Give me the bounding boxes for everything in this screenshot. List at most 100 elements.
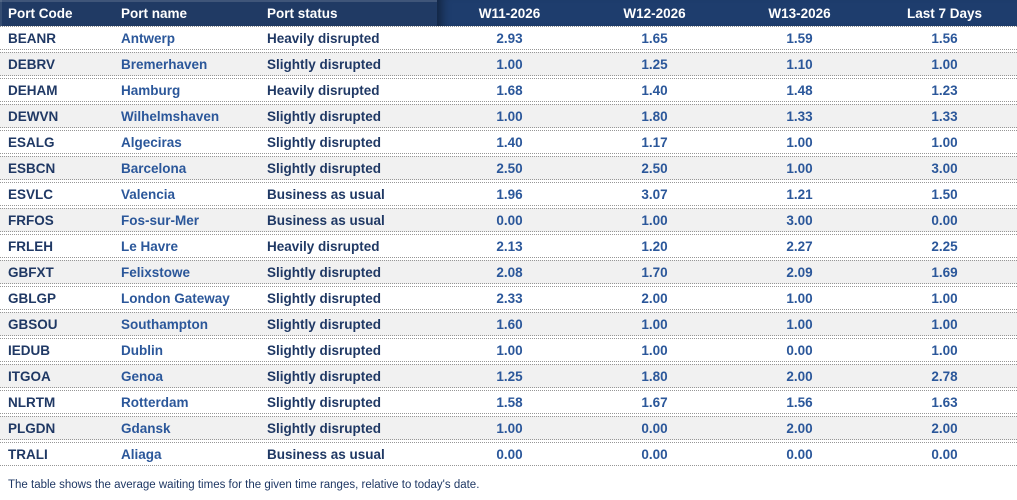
port-code-cell: GBLGP bbox=[8, 290, 57, 306]
col-header-port-status: Port status bbox=[267, 5, 338, 21]
port-code-cell: BEANR bbox=[8, 30, 57, 46]
table-row: FRLEH Le Havre Heavily disrupted 2.13 1.… bbox=[0, 234, 1017, 258]
value-w13-cell: 2.00 bbox=[786, 420, 813, 436]
value-w12-cell: 0.00 bbox=[641, 420, 668, 436]
port-name-cell: Hamburg bbox=[121, 82, 181, 98]
col-header-w11-2026: W11-2026 bbox=[478, 5, 541, 21]
value-w11-cell: 1.68 bbox=[496, 82, 523, 98]
port-status-cell: Slightly disrupted bbox=[267, 394, 382, 410]
value-w13-cell: 2.09 bbox=[786, 264, 813, 280]
table-row: ESBCN Barcelona Slightly disrupted 2.50 … bbox=[0, 156, 1017, 180]
value-w13-cell: 0.00 bbox=[786, 342, 813, 358]
value-last7-cell: 3.00 bbox=[931, 160, 958, 176]
value-last7-cell: 1.00 bbox=[931, 134, 958, 150]
value-w11-cell: 1.00 bbox=[496, 342, 523, 358]
port-name-cell: Valencia bbox=[121, 186, 176, 202]
col-header-w13-2026: W13-2026 bbox=[768, 5, 831, 21]
port-code-cell: ESVLC bbox=[8, 186, 54, 202]
value-w13-cell: 1.56 bbox=[786, 394, 813, 410]
table-row: DEHAM Hamburg Heavily disrupted 1.68 1.4… bbox=[0, 78, 1017, 102]
port-status-cell: Slightly disrupted bbox=[267, 342, 382, 358]
value-last7-cell: 1.56 bbox=[931, 30, 958, 46]
table-row: ESALG Algeciras Slightly disrupted 1.40 … bbox=[0, 130, 1017, 154]
value-w11-cell: 0.00 bbox=[496, 212, 523, 228]
value-w11-cell: 1.40 bbox=[496, 134, 523, 150]
port-status-cell: Slightly disrupted bbox=[267, 108, 382, 124]
value-w13-cell: 1.00 bbox=[786, 160, 813, 176]
port-name-cell: Fos-sur-Mer bbox=[121, 212, 200, 228]
port-status-cell: Slightly disrupted bbox=[267, 264, 382, 280]
table-row: ESVLC Valencia Business as usual 1.96 3.… bbox=[0, 182, 1017, 206]
value-w11-cell: 1.00 bbox=[496, 56, 523, 72]
value-last7-cell: 0.00 bbox=[931, 212, 958, 228]
value-last7-cell: 2.25 bbox=[931, 238, 958, 254]
value-w13-cell: 1.48 bbox=[786, 82, 813, 98]
port-status-cell: Heavily disrupted bbox=[267, 82, 380, 98]
col-header-last-7-days: Last 7 Days bbox=[906, 5, 983, 21]
value-w11-cell: 1.58 bbox=[496, 394, 523, 410]
value-w12-cell: 1.70 bbox=[641, 264, 668, 280]
value-w11-cell: 1.60 bbox=[496, 316, 523, 332]
value-w12-cell: 1.20 bbox=[641, 238, 668, 254]
port-code-cell: NLRTM bbox=[8, 394, 56, 410]
port-status-cell: Business as usual bbox=[267, 212, 385, 228]
port-name-cell: Felixstowe bbox=[121, 264, 191, 280]
value-w12-cell: 1.25 bbox=[641, 56, 668, 72]
table-row: NLRTM Rotterdam Slightly disrupted 1.58 … bbox=[0, 390, 1017, 414]
table-row: GBLGP London Gateway Slightly disrupted … bbox=[0, 286, 1017, 310]
port-code-cell: ESALG bbox=[8, 134, 55, 150]
port-code-cell: DEHAM bbox=[8, 82, 58, 98]
value-last7-cell: 1.63 bbox=[931, 394, 958, 410]
table-row: TRALI Aliaga Business as usual 0.00 0.00… bbox=[0, 442, 1017, 466]
value-last7-cell: 1.50 bbox=[931, 186, 958, 202]
port-name-cell: Wilhelmshaven bbox=[121, 108, 220, 124]
port-name-cell: Genoa bbox=[121, 368, 164, 384]
value-last7-cell: 1.33 bbox=[931, 108, 958, 124]
col-header-w12-2026: W12-2026 bbox=[623, 5, 686, 21]
value-last7-cell: 1.00 bbox=[931, 316, 958, 332]
col-header-port-name: Port name bbox=[121, 5, 188, 21]
value-w13-cell: 1.21 bbox=[786, 186, 813, 202]
value-w13-cell: 1.10 bbox=[786, 56, 813, 72]
port-name-cell: Barcelona bbox=[121, 160, 187, 176]
value-w13-cell: 1.33 bbox=[786, 108, 813, 124]
value-w11-cell: 1.00 bbox=[496, 108, 523, 124]
value-w12-cell: 1.17 bbox=[641, 134, 668, 150]
value-w12-cell: 1.00 bbox=[641, 212, 668, 228]
value-w12-cell: 1.65 bbox=[641, 30, 668, 46]
port-status-cell: Slightly disrupted bbox=[267, 290, 382, 306]
port-status-cell: Slightly disrupted bbox=[267, 420, 382, 436]
value-w12-cell: 2.00 bbox=[641, 290, 668, 306]
value-w11-cell: 2.08 bbox=[496, 264, 523, 280]
value-w13-cell: 2.27 bbox=[786, 238, 813, 254]
port-status-cell: Slightly disrupted bbox=[267, 316, 382, 332]
port-code-cell: DEBRV bbox=[8, 56, 56, 72]
port-code-cell: DEWVN bbox=[8, 108, 59, 124]
port-name-cell: Dublin bbox=[121, 342, 163, 358]
value-w12-cell: 3.07 bbox=[641, 186, 668, 202]
port-status-cell: Slightly disrupted bbox=[267, 368, 382, 384]
value-w13-cell: 1.59 bbox=[786, 30, 813, 46]
port-code-cell: FRFOS bbox=[8, 212, 54, 228]
port-name-cell: Bremerhaven bbox=[121, 56, 208, 72]
value-w12-cell: 1.00 bbox=[641, 342, 668, 358]
value-w12-cell: 1.40 bbox=[641, 82, 668, 98]
table-header-right-section: W11-2026 W12-2026 W13-2026 Last 7 Days bbox=[437, 0, 1017, 26]
port-code-cell: GBFXT bbox=[8, 264, 54, 280]
value-w13-cell: 1.00 bbox=[786, 316, 813, 332]
port-code-cell: FRLEH bbox=[8, 238, 53, 254]
table-row: GBSOU Southampton Slightly disrupted 1.6… bbox=[0, 312, 1017, 336]
value-last7-cell: 2.78 bbox=[931, 368, 958, 384]
table-body: BEANR Antwerp Heavily disrupted 2.93 1.6… bbox=[0, 26, 1017, 466]
value-last7-cell: 1.00 bbox=[931, 342, 958, 358]
value-w11-cell: 2.93 bbox=[496, 30, 523, 46]
value-w11-cell: 2.50 bbox=[496, 160, 523, 176]
port-status-cell: Slightly disrupted bbox=[267, 160, 382, 176]
value-w13-cell: 3.00 bbox=[786, 212, 813, 228]
port-name-cell: Southampton bbox=[121, 316, 208, 332]
value-w11-cell: 1.00 bbox=[496, 420, 523, 436]
value-last7-cell: 1.23 bbox=[931, 82, 958, 98]
value-w13-cell: 1.00 bbox=[786, 290, 813, 306]
table-row: GBFXT Felixstowe Slightly disrupted 2.08… bbox=[0, 260, 1017, 284]
